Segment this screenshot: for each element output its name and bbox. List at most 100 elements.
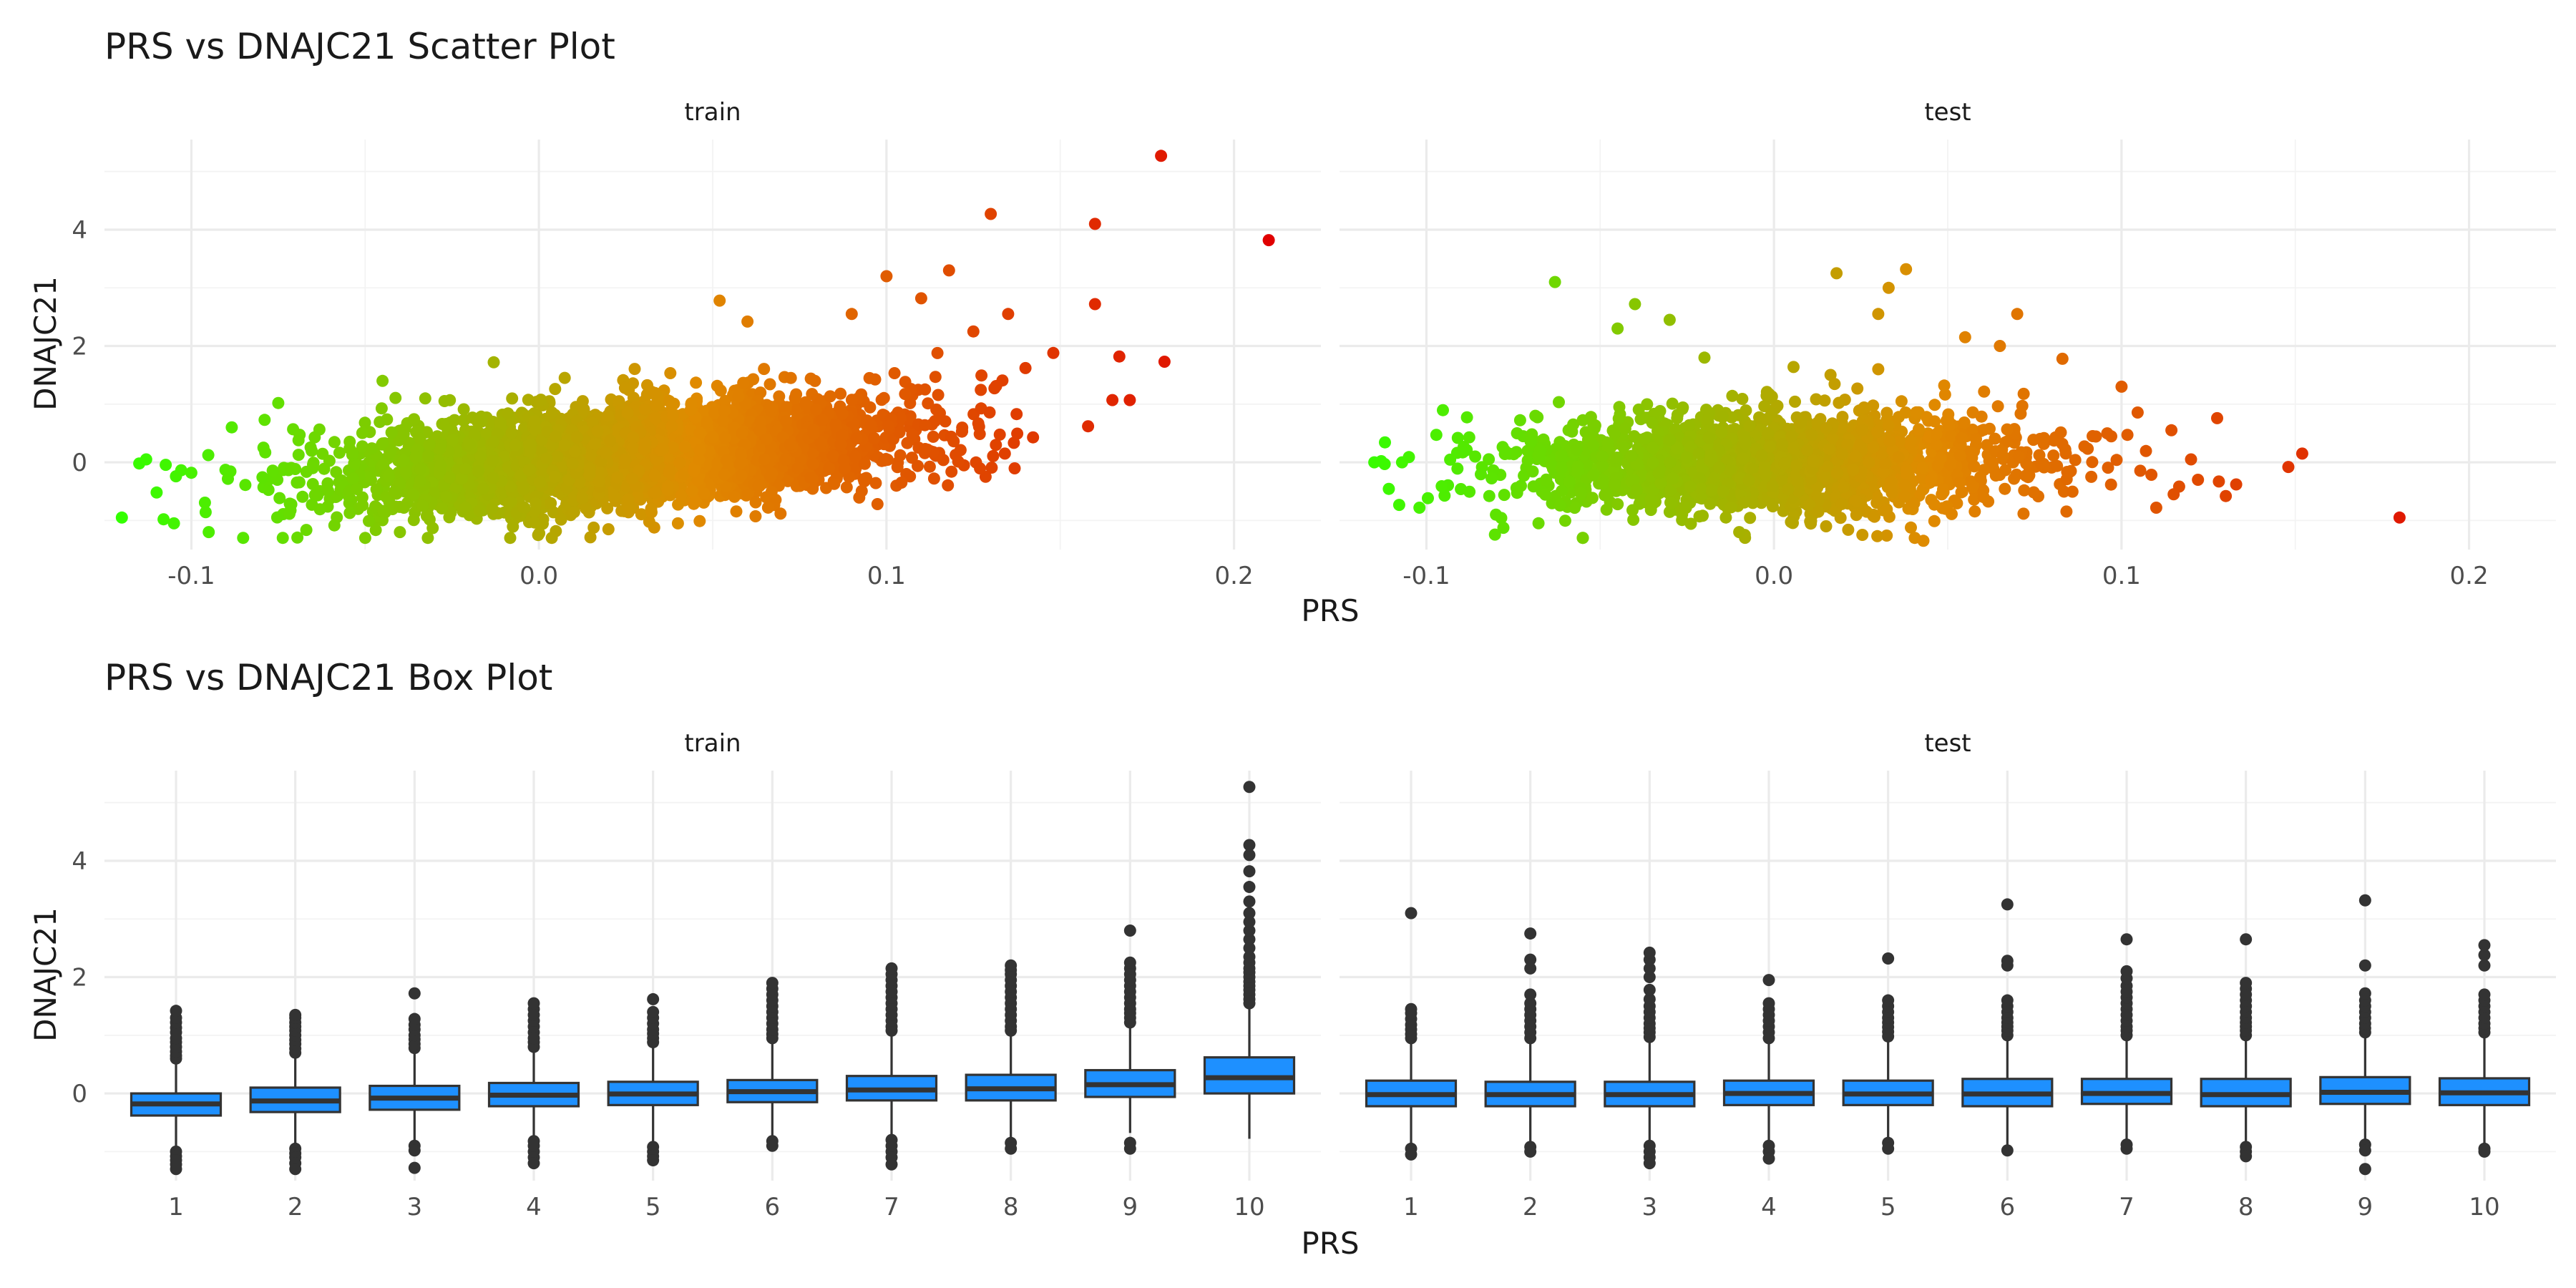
scatter-point [693,426,706,439]
scatter-point [912,459,924,472]
scatter-point [806,482,819,495]
scatter-point [1158,356,1171,368]
scatter-point [638,443,650,455]
scatter-point [551,450,564,463]
scatter-point [358,532,371,545]
scatter-point [622,493,635,506]
scatter-point [2027,486,2040,499]
x-tick-label: 0.1 [867,562,906,590]
scatter-point [806,457,819,470]
scatter-point [919,443,932,455]
scatter-point [115,511,128,524]
scatter-point [1671,409,1684,421]
scatter-point [358,416,371,429]
scatter-point [1871,530,1884,542]
scatter-point [517,483,530,496]
scatter-point [308,431,321,444]
scatter-point [987,449,1000,462]
scatter-point [628,363,641,376]
scatter-point [421,532,434,545]
scatter-point [758,363,771,376]
scatter-point [791,462,804,474]
scatter-point [975,384,987,396]
scatter-point [504,532,517,545]
scatter-point [732,390,745,403]
scatter-point [824,390,836,403]
scatter-point [859,457,871,470]
scatter-point [857,473,870,486]
scatter-point [882,419,895,432]
scatter-point [780,415,793,427]
scatter-point [540,452,553,465]
scatter-point [688,497,701,510]
scatter-point [985,208,997,220]
scatter-point [868,431,881,444]
scatter-point [880,270,893,283]
scatter-point [567,506,580,519]
scatter-point [1789,395,1801,408]
scatter-point [1626,504,1639,517]
scatter-point [1785,515,1797,528]
scatter-point [399,422,411,435]
scatter-point [487,472,499,484]
scatter-point [522,464,535,477]
scatter-point [383,469,395,482]
scatter-point [471,415,484,428]
scatter-point [952,455,965,468]
scatter-point [688,464,701,477]
scatter-point [566,457,579,470]
scatter-point [2060,505,2073,518]
scatter-point [271,474,284,486]
scatter-point [1851,382,1864,395]
scatter-point [416,499,429,512]
scatter-point [891,461,904,474]
scatter-point [706,431,719,444]
scatter-point [741,487,754,500]
scatter-point [376,437,389,450]
scatter-point [394,526,406,539]
scatter-point [752,479,765,492]
scatter-point [504,480,517,493]
scatter-point [807,424,820,436]
scatter-point [407,514,420,527]
scatter-point [2089,430,2102,443]
scatter-point [754,415,767,428]
scatter-point [591,425,604,437]
scatter-point [1837,422,1850,435]
scatter-point [356,426,369,439]
scatter-point [947,435,960,448]
scatter-point [225,421,238,434]
scatter-point [666,409,679,421]
scatter-point [2140,444,2152,457]
scatter-point [713,294,726,307]
scatter-point [621,406,634,419]
scatter-point [203,526,215,539]
scatter-point [506,392,519,405]
scatter-point [576,492,589,504]
scatter-point [919,383,932,396]
scatter-point [733,458,746,471]
scatter-point [758,453,771,466]
scatter-point [998,447,1011,460]
scatter-point [849,450,862,463]
scatter-point [584,531,597,544]
scatter-point [763,378,776,391]
scatter-point [306,478,319,490]
scatter-point [1608,427,1621,440]
scatter-point [735,449,748,462]
scatter-point [266,464,279,477]
scatter-point [823,462,836,474]
scatter-point [708,406,721,419]
scatter-point [774,507,787,520]
scatter-point [407,488,420,501]
scatter-point [1002,308,1015,321]
scatter-point [814,436,827,449]
scatter-point [604,434,616,447]
scatter-point [1027,431,1040,444]
scatter-point [558,371,571,384]
scatter-point [545,497,557,509]
scatter-point [185,467,197,479]
scatter-point [845,394,858,406]
scatter-point [202,449,215,462]
